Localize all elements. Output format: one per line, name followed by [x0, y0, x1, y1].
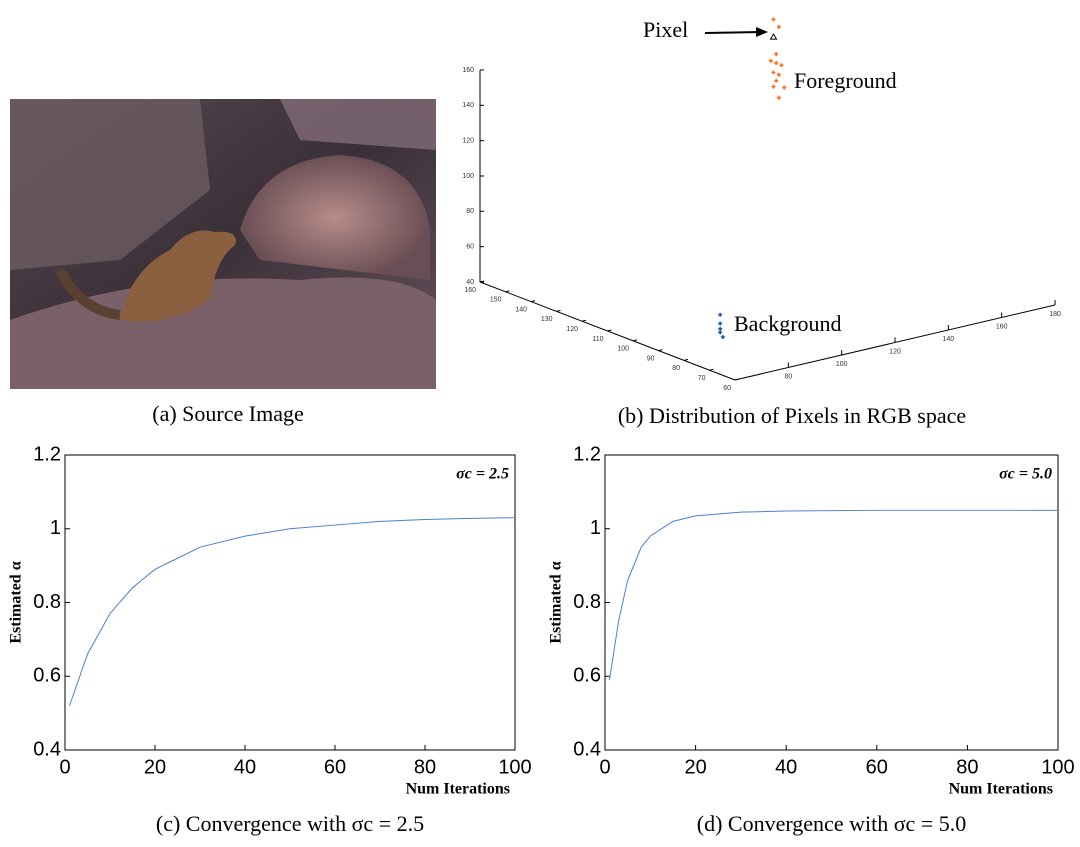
x-tick-label: 110	[592, 336, 603, 343]
x-tick-label: 140	[515, 306, 527, 313]
tick-mark	[633, 340, 637, 341]
z-tick-label: 40	[466, 279, 474, 286]
z-tick-label: 120	[462, 137, 474, 144]
plot-frame	[605, 455, 1058, 750]
x-tick-label: 0	[59, 756, 70, 778]
tick-mark	[735, 379, 739, 380]
point	[772, 70, 776, 74]
x-tick-label: 100	[617, 346, 629, 353]
y-tick-label: 1	[590, 517, 601, 539]
point	[774, 79, 778, 83]
caption: (b) Distribution of Pixels in RGB space	[618, 403, 966, 428]
plot-frame	[65, 455, 515, 750]
y-tick-label: 120	[889, 348, 901, 355]
caption: (c) Convergence with σc = 2.5	[156, 811, 424, 836]
point	[782, 86, 786, 90]
point	[774, 52, 778, 56]
tick-mark	[582, 320, 586, 321]
point	[721, 335, 725, 339]
point	[772, 17, 776, 21]
tick-mark	[557, 310, 561, 311]
x-tick-label: 130	[541, 316, 553, 323]
x-tick-label: 100	[1041, 756, 1074, 778]
pixel-marker	[771, 34, 777, 39]
x-tick-label: 160	[464, 287, 476, 294]
line	[70, 518, 516, 706]
point	[718, 330, 722, 334]
annotation: Pixel	[643, 17, 688, 42]
caption: (d) Convergence with σc = 5.0	[697, 811, 966, 836]
y-tick-label: 160	[996, 323, 1008, 330]
tick-mark	[531, 301, 535, 302]
y-tick-label: 0.4	[33, 738, 61, 760]
point	[777, 25, 781, 29]
y-tick-label: 0.8	[33, 591, 61, 613]
annotation: σc = 2.5	[456, 466, 509, 483]
y-tick-label: 0.6	[33, 665, 61, 687]
point	[718, 322, 722, 326]
annotation: σc = 5.0	[999, 466, 1052, 483]
z-tick-label: 80	[466, 208, 474, 215]
figure: (a) Source Image 40608010012014016060708…	[0, 0, 1080, 842]
point	[777, 96, 781, 100]
y-tick-label: 140	[943, 336, 955, 343]
tick-mark	[659, 350, 663, 351]
arrow	[705, 32, 762, 33]
x-tick-label: 40	[775, 756, 797, 778]
point	[772, 85, 776, 89]
annotation: Foreground	[794, 68, 897, 93]
arrow-head	[756, 27, 768, 37]
point	[774, 61, 778, 65]
x-tick-label: 40	[234, 756, 256, 778]
x-axis-label: Num Iterations	[406, 781, 510, 798]
x-tick-label: 150	[490, 297, 502, 304]
point	[777, 73, 781, 77]
caption: (a) Source Image	[152, 401, 303, 426]
y-tick-label: 0.4	[573, 738, 601, 760]
x-tick-label: 90	[647, 355, 655, 362]
tick-mark	[684, 359, 688, 360]
point	[769, 59, 773, 63]
y-tick-label: 0.6	[573, 665, 601, 687]
y-tick-label: 1	[50, 517, 61, 539]
y-tick-label: 180	[1049, 311, 1061, 318]
y-tick-label: 0.8	[573, 591, 601, 613]
x-tick-label: 80	[672, 365, 680, 372]
annotation: Background	[734, 311, 842, 336]
point	[780, 63, 784, 67]
tick-mark	[506, 291, 510, 292]
source-image	[10, 99, 436, 389]
x-tick-label: 0	[599, 756, 610, 778]
z-tick-label: 140	[462, 102, 474, 109]
x-tick-label: 100	[498, 756, 531, 778]
y-tick-label: 100	[836, 361, 848, 368]
y-tick-label: 1.2	[573, 443, 601, 465]
x-tick-label: 20	[684, 756, 706, 778]
x-tick-label: 80	[956, 756, 978, 778]
y-tick-label: 80	[784, 373, 792, 380]
point	[718, 313, 722, 317]
point	[718, 327, 722, 331]
y-axis-label: Estimated α	[8, 561, 25, 643]
x-axis-label: Num Iterations	[949, 781, 1053, 798]
z-tick-label: 100	[462, 173, 474, 180]
x-tick-label: 80	[414, 756, 436, 778]
z-tick-label: 60	[466, 244, 474, 251]
z-tick-label: 160	[462, 67, 474, 74]
y-tick-label: 1.2	[33, 443, 61, 465]
tick-mark	[608, 330, 612, 331]
y-axis-label: Estimated α	[548, 561, 565, 643]
tick-mark	[710, 369, 714, 370]
x-tick-label: 60	[866, 756, 888, 778]
x-tick-label: 120	[566, 326, 578, 333]
x-tick-label: 60	[723, 385, 731, 392]
x-tick-label: 70	[698, 375, 706, 382]
x-tick-label: 20	[144, 756, 166, 778]
line	[610, 510, 1058, 680]
x-tick-label: 60	[324, 756, 346, 778]
